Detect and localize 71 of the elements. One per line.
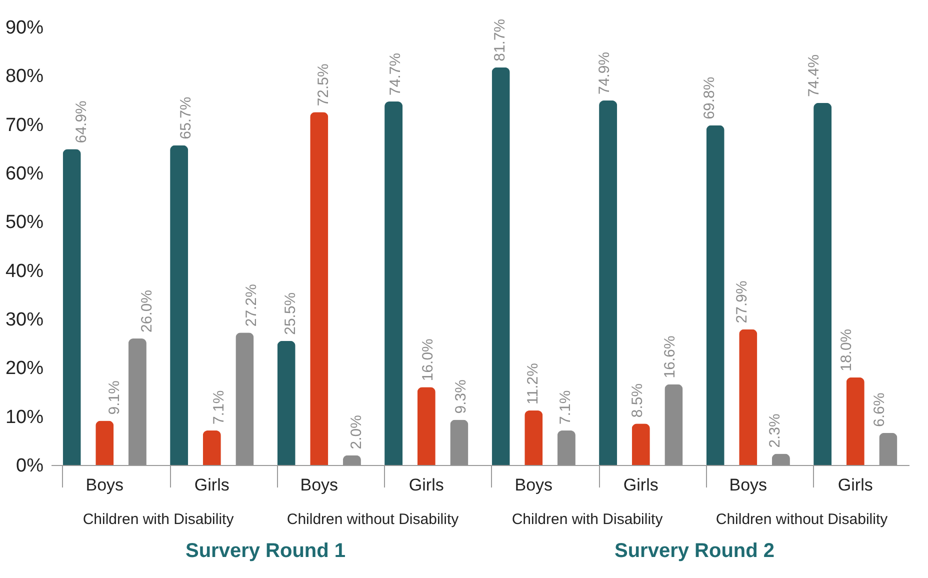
text: Children with Disability xyxy=(82,511,234,528)
x-tick-label: Girls xyxy=(838,476,873,494)
data-label: 11.2% xyxy=(524,363,542,404)
x-tick-label: Boys xyxy=(300,476,338,494)
bar xyxy=(632,424,650,465)
data-label: 2.3% xyxy=(766,414,784,448)
data-label: 74.9% xyxy=(596,52,614,94)
bar xyxy=(310,112,328,465)
data-label: 9.1% xyxy=(106,380,123,415)
data-label: 26.0% xyxy=(138,290,156,332)
bar xyxy=(417,387,436,465)
data-label: 9.3% xyxy=(452,380,470,414)
y-tick-label: 70% xyxy=(5,114,44,136)
data-label: 18.0% xyxy=(838,328,856,372)
bar xyxy=(384,101,403,465)
data-label: 74.4% xyxy=(805,54,822,97)
x-tick-label: Girls xyxy=(408,476,444,494)
y-tick-label: 90% xyxy=(5,18,44,38)
bar xyxy=(706,125,724,465)
bar xyxy=(128,338,146,465)
text: Children without Disability xyxy=(716,511,888,528)
bar xyxy=(277,340,296,465)
bar xyxy=(62,149,81,465)
y-tick-label: 40% xyxy=(5,260,44,282)
data-label: 72.5% xyxy=(315,64,332,106)
text: Children with Disability xyxy=(512,511,664,528)
text: Survery Round 2 xyxy=(614,540,775,562)
data-label: 7.1% xyxy=(210,390,228,424)
bar xyxy=(814,102,832,465)
x-tick-label: Boys xyxy=(729,476,768,494)
data-label: 16.0% xyxy=(420,338,437,382)
bar xyxy=(492,67,510,465)
data-label: 81.7% xyxy=(491,18,508,62)
bar xyxy=(202,430,221,465)
data-label: 7.1% xyxy=(557,390,574,424)
x-tick-label: Boys xyxy=(514,476,553,494)
bar xyxy=(664,384,683,465)
y-tick-label: 80% xyxy=(5,66,44,88)
bar xyxy=(236,332,254,465)
bar xyxy=(524,410,543,465)
data-label: 64.9% xyxy=(72,100,90,144)
data-label: 2.0% xyxy=(348,415,365,450)
data-label: 27.9% xyxy=(734,280,751,324)
data-label: 8.5% xyxy=(628,383,646,418)
y-tick-label: 50% xyxy=(5,212,44,234)
y-tick-label: 60% xyxy=(5,164,44,184)
bar xyxy=(96,420,114,465)
bar xyxy=(879,432,898,465)
data-label: 25.5% xyxy=(282,292,300,335)
x-tick-label: Girls xyxy=(194,476,230,494)
y-tick-label: 30% xyxy=(5,310,44,330)
data-label: 74.7% xyxy=(386,52,404,96)
bar xyxy=(739,329,758,465)
bar xyxy=(170,145,188,465)
data-label: 16.6% xyxy=(662,336,679,378)
x-tick-label: Girls xyxy=(623,476,658,494)
y-tick-label: 20% xyxy=(5,358,44,380)
data-label: 27.2% xyxy=(243,284,260,327)
bar xyxy=(599,100,618,465)
bar xyxy=(772,454,790,465)
text: Survery Round 1 xyxy=(185,540,346,562)
text: Children without Disability xyxy=(286,511,460,528)
y-tick-label: 0% xyxy=(16,456,44,476)
data-label: 6.6% xyxy=(871,392,888,427)
bar xyxy=(450,420,468,465)
data-label: 65.7% xyxy=(178,96,195,140)
bar xyxy=(846,377,864,465)
bar xyxy=(557,430,576,465)
y-tick-label: 10% xyxy=(5,406,44,428)
x-tick-label: Boys xyxy=(86,476,124,494)
data-label: 69.8% xyxy=(700,76,718,120)
